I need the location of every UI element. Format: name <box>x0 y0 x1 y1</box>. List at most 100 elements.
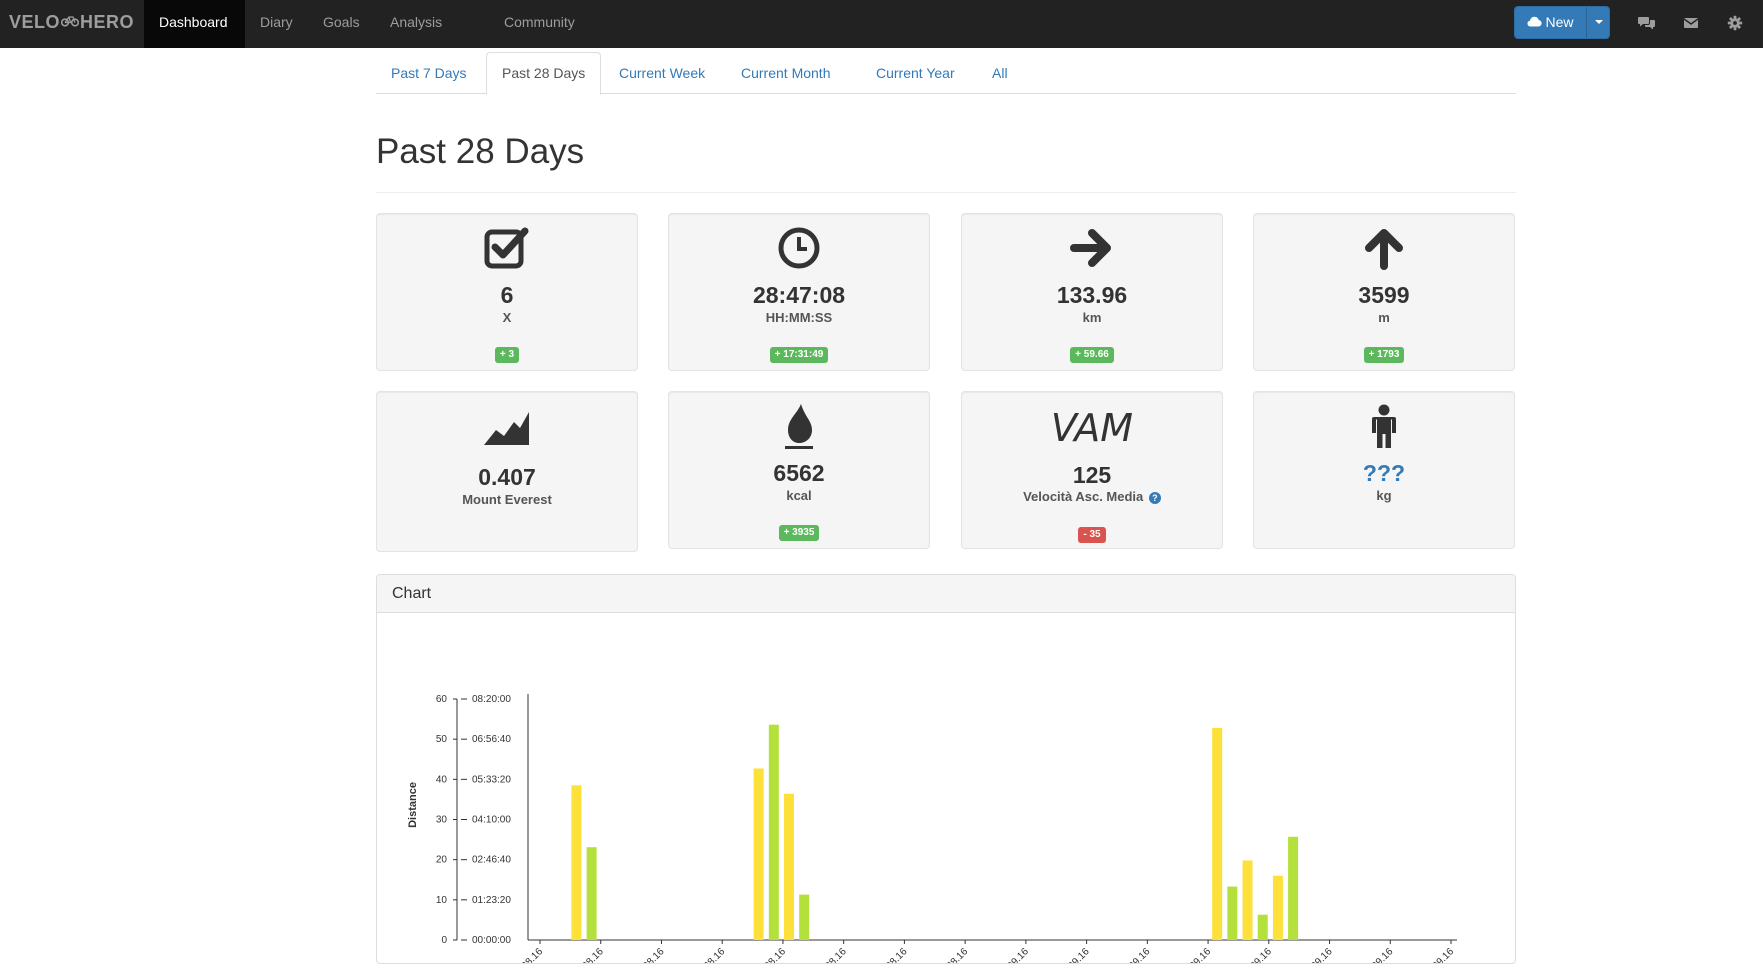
new-dropdown-toggle[interactable] <box>1586 7 1610 38</box>
x-tick-label: 08.16 <box>823 946 849 963</box>
chart-panel-title: Chart <box>377 575 1515 613</box>
stat-card-climb: 3599 m + 1793 <box>1253 213 1515 371</box>
everest-value: 0.407 <box>478 464 536 490</box>
climb-unit: m <box>1378 310 1390 325</box>
comments-icon[interactable] <box>1638 14 1656 32</box>
distance-delta-badge: + 59.66 <box>1070 347 1114 363</box>
new-button-label: New <box>1545 14 1574 30</box>
person-icon <box>1372 404 1396 448</box>
x-tick-label: 08.16 <box>702 946 728 963</box>
tab-past-28-days[interactable]: Past 28 Days <box>486 52 602 95</box>
stat-card-calories: 6562 kcal + 3935 <box>668 391 930 549</box>
new-button[interactable]: New <box>1515 7 1586 38</box>
duration-unit: HH:MM:SS <box>765 310 833 325</box>
y2-tick-label: 01:23:20 <box>472 895 511 906</box>
y2-tick-label: 08:20:00 <box>472 694 511 705</box>
y2-tick-label: 04:10:00 <box>472 815 511 826</box>
calories-unit: kcal <box>786 488 812 503</box>
y-tick-label: 20 <box>436 855 448 866</box>
y2-tick-label: 00:00:00 <box>472 935 511 946</box>
x-tick-label: 09.16 <box>1006 946 1032 963</box>
gear-icon[interactable] <box>1726 14 1744 32</box>
y2-tick-label: 02:46:40 <box>472 855 511 866</box>
title-divider <box>376 192 1516 193</box>
stat-card-workouts: 6 X + 3 <box>376 213 638 371</box>
y-tick-label: 10 <box>436 895 448 906</box>
nav-dashboard[interactable]: Dashboard <box>144 0 245 48</box>
weight-value[interactable]: ??? <box>1362 460 1406 486</box>
page-title: Past 28 Days <box>376 132 585 171</box>
distance-bar <box>571 785 582 940</box>
weight-unit: kg <box>1376 488 1392 503</box>
stat-card-distance: 133.96 km + 59.66 <box>961 213 1223 371</box>
y-tick-label: 50 <box>436 734 448 745</box>
x-tick-label: 09.16 <box>1066 946 1092 963</box>
vam-help-icon[interactable]: ? <box>1148 491 1161 504</box>
vam-value: 125 <box>1072 462 1112 488</box>
brand-logo[interactable]: VELO HERO <box>9 0 134 48</box>
y-tick-label: 0 <box>441 935 447 946</box>
stat-card-duration: 28:47:08 HH:MM:SS + 17:31:49 <box>668 213 930 371</box>
distance-duration-chart: 0 10 20 30 40 50 60 00:00:00 01:23:20 02:46:40 04:… <box>407 694 1457 963</box>
tab-current-week[interactable]: Current Week <box>619 65 706 81</box>
x-tick-label: 08.16 <box>641 946 667 963</box>
nav-diary[interactable]: Diary <box>260 14 293 30</box>
x-tick-label: 09.16 <box>1127 946 1153 963</box>
envelope-icon[interactable] <box>1682 14 1700 32</box>
workouts-unit: X <box>502 310 512 325</box>
workouts-delta-badge: + 3 <box>494 347 520 363</box>
bicycle-icon <box>61 16 80 27</box>
y-tick-label: 60 <box>436 694 448 705</box>
vam-delta-badge: - 35 <box>1078 527 1106 543</box>
distance-bar <box>1212 727 1223 940</box>
duration-bar <box>586 847 597 940</box>
x-tick-label: 09.16 <box>1248 946 1274 963</box>
tab-all[interactable]: All <box>992 65 1008 81</box>
cloud-icon <box>1527 17 1543 27</box>
y2-tick-label: 06:56:40 <box>472 734 511 745</box>
distance-bar <box>784 793 795 940</box>
nav-goals[interactable]: Goals <box>323 14 360 30</box>
tab-past-7-days[interactable]: Past 7 Days <box>391 65 467 81</box>
distance-bar <box>1272 875 1283 940</box>
stat-card-weight: ??? kg <box>1253 391 1515 549</box>
brand-text-right: HERO <box>80 12 135 32</box>
duration-bar <box>1257 914 1268 940</box>
vam-unit: Velocità Asc. Media <box>1023 489 1144 504</box>
nav-analysis[interactable]: Analysis <box>390 14 443 30</box>
y2-tick-label: 05:33:20 <box>472 774 511 785</box>
flame-icon <box>785 404 813 449</box>
duration-delta-badge: + 17:31:49 <box>769 347 829 363</box>
x-tick-label: 08.16 <box>884 946 910 963</box>
top-navbar: VELO HERO Dashboard Diary Goals Analysis … <box>0 0 1763 48</box>
distance-bar <box>753 768 764 940</box>
x-tick-label: 09.16 <box>1309 946 1335 963</box>
x-tick-label: 09.16 <box>1431 946 1457 963</box>
stat-card-everest: 0.407 Mount Everest <box>376 391 638 552</box>
vam-unit-row: Velocità Asc. Media ? <box>962 489 1222 504</box>
calories-value: 6562 <box>773 460 825 486</box>
vam-icon-text: VAM <box>1050 406 1134 450</box>
arrow-right-icon <box>1070 229 1111 267</box>
x-tick-label: 09.16 <box>1370 946 1396 963</box>
duration-bar <box>1288 836 1299 940</box>
tab-current-month[interactable]: Current Month <box>741 65 831 81</box>
y-tick-label: 40 <box>436 774 448 785</box>
duration-bar <box>1227 886 1238 940</box>
nav-community[interactable]: Community <box>504 14 575 30</box>
arrow-up-icon <box>1365 229 1403 270</box>
y-tick-label: 30 <box>436 815 448 826</box>
distance-bar <box>1242 860 1253 940</box>
duration-value: 28:47:08 <box>752 282 846 308</box>
stat-card-vam: VAM 125 Velocità Asc. Media ? - 35 <box>961 391 1223 549</box>
duration-bar <box>799 894 810 940</box>
x-tick-label: 08.16 <box>580 946 606 963</box>
tab-current-year[interactable]: Current Year <box>876 65 955 81</box>
duration-bar <box>768 724 779 940</box>
everest-unit: Mount Everest <box>462 492 552 507</box>
x-tick-label: 08.16 <box>520 946 546 963</box>
chart-panel: Chart 0 10 20 30 40 50 60 00:00:00 01:23:20 02:46… <box>376 574 1516 964</box>
workouts-value: 6 <box>500 282 514 308</box>
x-tick-label: 09.16 <box>1188 946 1214 963</box>
x-tick-label: 08.16 <box>945 946 971 963</box>
